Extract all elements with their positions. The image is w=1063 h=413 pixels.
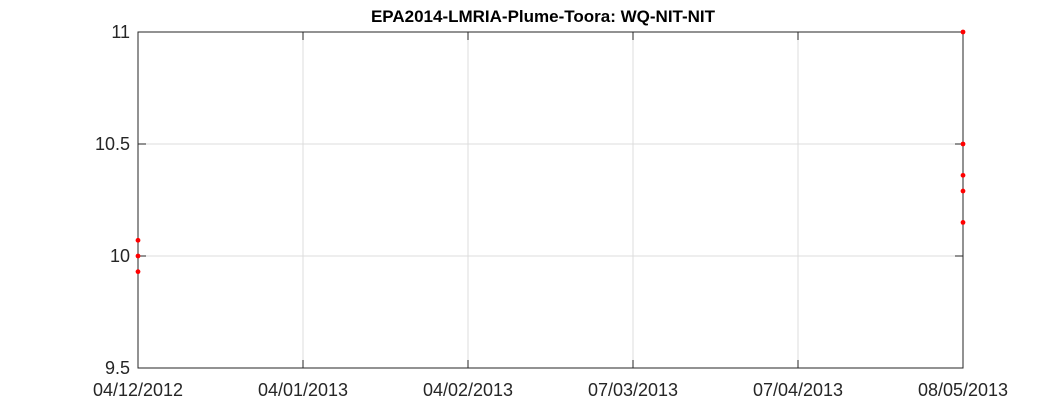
data-points <box>135 29 966 275</box>
x-tick-label: 04/12/2012 <box>93 380 183 400</box>
data-point <box>960 29 966 35</box>
data-point <box>960 220 966 225</box>
data-point <box>960 172 966 178</box>
x-tick-label: 04/02/2013 <box>423 380 513 400</box>
data-point <box>135 253 141 259</box>
data-point <box>135 237 141 243</box>
data-point <box>135 269 141 275</box>
y-tick-label: 11 <box>111 22 130 42</box>
y-tick-label: 10.5 <box>95 134 130 154</box>
x-tick-label: 04/01/2013 <box>258 380 348 400</box>
x-tick-label: 08/05/2013 <box>918 380 1008 400</box>
x-tick-label: 07/04/2013 <box>753 380 843 400</box>
plot-area <box>137 31 964 369</box>
chart-title: EPA2014-LMRIA-Plume-Toora: WQ-NIT-NIT <box>371 7 716 26</box>
ticks: 9.5 10 10.5 11 04/12/2012 04/01/2013 04/02/201… <box>93 22 1008 400</box>
grid <box>137 31 964 369</box>
data-point <box>960 188 966 194</box>
y-tick-label: 9.5 <box>105 358 130 378</box>
data-point <box>960 141 966 147</box>
y-tick-label: 10 <box>110 246 130 266</box>
x-tick-label: 07/03/2013 <box>588 380 678 400</box>
